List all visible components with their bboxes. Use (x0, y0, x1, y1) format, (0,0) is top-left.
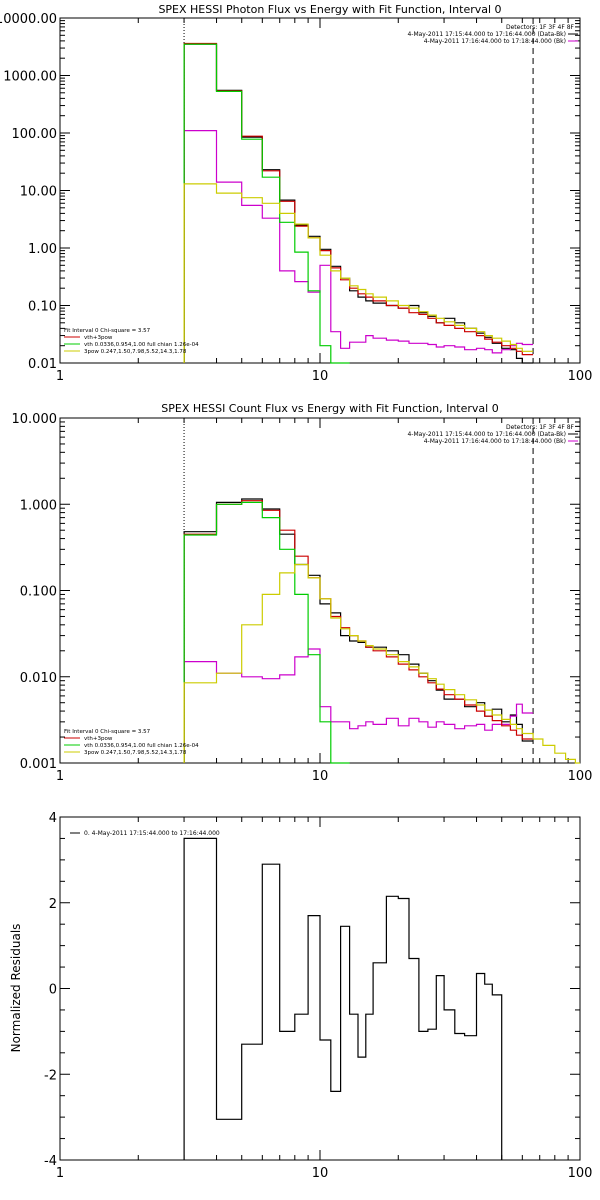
y-tick-label: 1000.00 (3, 70, 57, 85)
data-series-line (183, 498, 534, 763)
thermal-fit-series-line (183, 501, 350, 764)
x-tick-label: 10 (312, 769, 329, 784)
x-tick-label: 100 (568, 769, 593, 784)
y-tick-label: 1.00 (28, 242, 57, 257)
photon-legend-top-right: Detectors: 1F 3F 4F 8F 4-May-2011 17:15:… (407, 24, 578, 45)
residuals-y-axis-label: Normalized Residuals (9, 924, 23, 1053)
x-tick-label: 100 (568, 369, 593, 384)
y-tick-label: 10.00 (20, 185, 57, 200)
count-flux-panel: SPEX HESSI Count Flux vs Energy with Fit… (12, 402, 593, 784)
total-fit-series-line (183, 500, 534, 763)
photon-legend-fit: Fit Interval 0 Chi-square = 3.57 (64, 328, 151, 334)
y-tick-label: -2 (44, 1068, 57, 1083)
y-tick-label: 4 (49, 811, 57, 826)
count-legend-top-right: Detectors: 1F 3F 4F 8F 4-May-2011 17:15:… (407, 424, 578, 445)
count-legend-sum: vth+3pow (84, 736, 113, 742)
background-series-line (183, 130, 534, 363)
y-tick-label: 0 (49, 983, 57, 998)
photon-panel-title: SPEX HESSI Photon Flux vs Energy with Fi… (158, 3, 501, 16)
residuals-legend-label: 0. 4-May-2011 17:15:44.000 to 17:16:44.0… (84, 830, 220, 837)
x-tick-label: 10 (312, 369, 329, 384)
photon-legend-vth: vth 0.0336,0.954,1.00 full chian 1.26e-0… (84, 342, 199, 348)
count-legend-3pow: 3pow 0.247,1.50,7.98,5.52,14.3,1.78 (84, 750, 187, 756)
y-tick-label: 10.000 (12, 412, 58, 427)
count-legend-vth: vth 0.0336,0.954,1.00 full chian 1.26e-0… (84, 743, 199, 749)
photon-legend-sum: vth+3pow (84, 335, 113, 341)
background-series-line (183, 648, 534, 763)
y-tick-label: 1.000 (20, 498, 57, 513)
photon-plot-area: 1 10 100 0.01 0.10 1.00 10.00 100.00 1000.00 1000… (0, 12, 592, 384)
y-tick-label: 2 (49, 897, 57, 912)
thermal-fit-series-line (183, 43, 350, 364)
count-panel-title: SPEX HESSI Count Flux vs Energy with Fit… (161, 402, 498, 415)
y-tick-label: 100.00 (12, 127, 58, 142)
count-plot-area: 1 10 100 0.001 0.010 0.100 1.000 10.000 (12, 412, 593, 784)
y-tick-label: 0.001 (20, 757, 57, 772)
data-series-line (183, 43, 534, 364)
x-tick-label: 1 (56, 1166, 64, 1181)
data-series-line (183, 837, 503, 1160)
residuals-plot-area: 1 10 100 -4 -2 0 2 4 (44, 811, 592, 1181)
count-legend-data: 4-May-2011 17:15:44.000 to 17:16:44.000 … (407, 431, 566, 438)
x-tick-label: 1 (56, 369, 64, 384)
photon-flux-panel: SPEX HESSI Photon Flux vs Energy with Fi… (0, 3, 592, 384)
photon-legend-3pow: 3pow 0.247,1.50,7.98,5.52,14.3,1.78 (84, 349, 187, 355)
y-tick-label: 0.10 (28, 300, 57, 315)
y-tick-label: 0.100 (20, 585, 57, 600)
photon-legend-bk: 4-May-2011 17:16:44.000 to 17:18:44.000 … (424, 38, 566, 45)
residuals-panel: 1 10 100 -4 -2 0 2 4 Normalized Residuals 0. 4-… (9, 811, 592, 1181)
y-tick-label: 0.01 (28, 357, 57, 372)
y-tick-label: 0.010 (20, 671, 57, 686)
powerlaw-fit-series-line (183, 563, 580, 764)
photon-legend-bottom-left: Fit Interval 0 Chi-square = 3.57 vth+3po… (64, 328, 199, 355)
y-tick-label: -4 (44, 1154, 57, 1169)
photon-legend-detectors: Detectors: 1F 3F 4F 8F (506, 24, 575, 31)
count-legend-fit: Fit Interval 0 Chi-square = 3.57 (64, 729, 151, 735)
count-legend-detectors: Detectors: 1F 3F 4F 8F (506, 424, 575, 431)
powerlaw-fit-series-line (183, 183, 534, 363)
count-legend-bk: 4-May-2011 17:16:44.000 to 17:18:44.000 … (424, 438, 566, 445)
count-legend-bottom-left: Fit Interval 0 Chi-square = 3.57 vth+3po… (64, 729, 199, 756)
y-tick-label: 10000.00 (0, 12, 57, 27)
photon-legend-data: 4-May-2011 17:15:44.000 to 17:16:44.000 … (407, 31, 566, 38)
x-tick-label: 1 (56, 769, 64, 784)
x-tick-label: 100 (568, 1166, 593, 1181)
x-tick-label: 10 (312, 1166, 329, 1181)
